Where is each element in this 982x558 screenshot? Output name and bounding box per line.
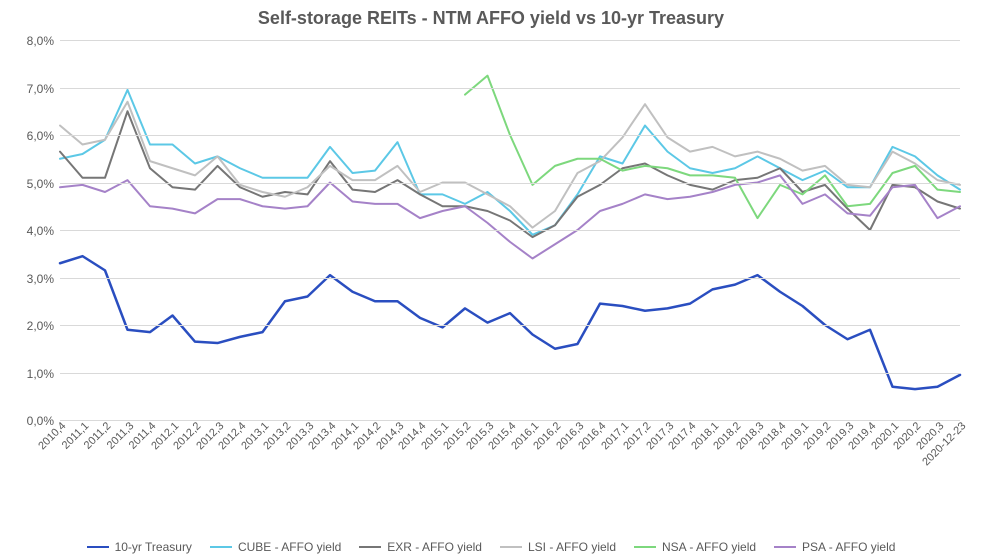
gridline: 2,0% — [60, 325, 960, 326]
y-axis-label: 4,0% — [27, 224, 60, 238]
y-axis-label: 5,0% — [27, 177, 60, 191]
legend-item: PSA - AFFO yield — [774, 540, 895, 554]
legend: 10-yr Treasury CUBE - AFFO yield EXR - AFF… — [0, 540, 982, 554]
y-axis-label: 1,0% — [27, 367, 60, 381]
legend-swatch — [359, 546, 381, 548]
gridline: 3,0% — [60, 278, 960, 279]
plot-area: 0,0%1,0%2,0%3,0%4,0%5,0%6,0%7,0%8,0% — [60, 40, 960, 420]
legend-label: PSA - AFFO yield — [802, 540, 895, 554]
chart-title: Self-storage REITs - NTM AFFO yield vs 1… — [0, 8, 982, 29]
y-axis-label: 6,0% — [27, 129, 60, 143]
legend-swatch — [634, 546, 656, 548]
y-axis-label: 2,0% — [27, 319, 60, 333]
gridline: 6,0% — [60, 135, 960, 136]
y-axis-label: 7,0% — [27, 82, 60, 96]
gridline: 5,0% — [60, 183, 960, 184]
gridline: 8,0% — [60, 40, 960, 41]
legend-label: EXR - AFFO yield — [387, 540, 482, 554]
x-axis-labels: 2010,42011,12011,22011,32011,42012,12012… — [60, 420, 960, 510]
gridline: 4,0% — [60, 230, 960, 231]
legend-item: 10-yr Treasury — [87, 540, 192, 554]
legend-swatch — [210, 546, 232, 548]
chart-container: Self-storage REITs - NTM AFFO yield vs 1… — [0, 0, 982, 558]
series-line — [60, 256, 960, 389]
legend-label: 10-yr Treasury — [115, 540, 192, 554]
series-line — [60, 102, 960, 228]
legend-swatch — [500, 546, 522, 548]
y-axis-label: 3,0% — [27, 272, 60, 286]
series-line — [60, 175, 960, 258]
y-axis-label: 8,0% — [27, 34, 60, 48]
legend-label: LSI - AFFO yield — [528, 540, 616, 554]
legend-item: EXR - AFFO yield — [359, 540, 482, 554]
legend-label: CUBE - AFFO yield — [238, 540, 341, 554]
gridline: 7,0% — [60, 88, 960, 89]
legend-item: CUBE - AFFO yield — [210, 540, 341, 554]
legend-item: NSA - AFFO yield — [634, 540, 756, 554]
legend-label: NSA - AFFO yield — [662, 540, 756, 554]
gridline: 1,0% — [60, 373, 960, 374]
legend-swatch — [774, 546, 796, 548]
legend-item: LSI - AFFO yield — [500, 540, 616, 554]
legend-swatch — [87, 546, 109, 548]
